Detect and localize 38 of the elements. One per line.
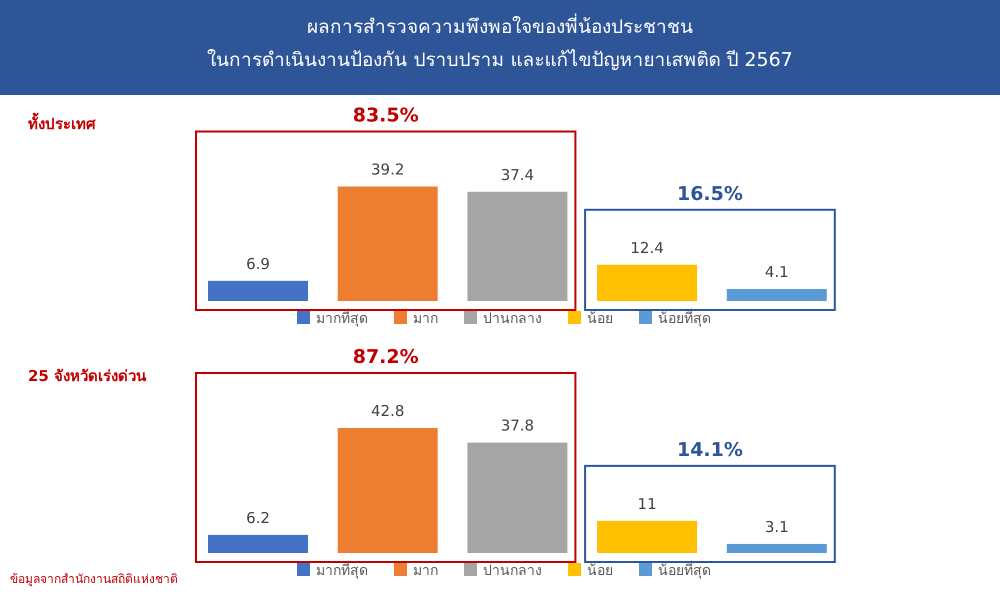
text: ข้อมูลจากสำนักงานสถิติแห่งชาติ bbox=[10, 572, 178, 587]
annotation: 16.5% bbox=[676, 182, 743, 205]
data-label: 11 bbox=[638, 494, 657, 513]
data-label: 39.2 bbox=[370, 160, 404, 179]
bar bbox=[467, 192, 568, 301]
legend-label: ปานกลาง bbox=[483, 311, 542, 327]
text: 83.5% bbox=[352, 104, 419, 127]
data-label: 6.9 bbox=[246, 254, 270, 273]
legend-label: น้อยที่สุด bbox=[658, 561, 711, 579]
chart-subtitle: ทั้งประเทศ bbox=[28, 112, 96, 133]
data-label: 37.4 bbox=[500, 166, 534, 184]
bar bbox=[597, 264, 698, 301]
bar bbox=[597, 520, 698, 553]
data-label: 6.2 bbox=[246, 508, 270, 527]
data-label: 37.8 bbox=[500, 416, 534, 435]
chart-title: ผลการสำรวจความพึงพอใจของพี่น้องประชาชน ในการดำเนินงานป้องกัน ปราบปราม และแก้ไขปัญหายาเสพติด ปี 2567 bbox=[207, 13, 793, 71]
bar bbox=[338, 428, 438, 553]
bar bbox=[338, 186, 438, 301]
legend-label: ปานกลาง bbox=[483, 563, 542, 579]
chart-subtitle: 25 จังหวัดเร่งด่วน bbox=[28, 367, 148, 385]
bar bbox=[726, 289, 827, 301]
data-label: 42.8 bbox=[370, 402, 404, 420]
bar bbox=[208, 280, 308, 301]
data-label: 3.1 bbox=[764, 518, 789, 536]
text: 87.2% bbox=[352, 346, 419, 368]
legend-label: น้อยที่สุด bbox=[658, 309, 711, 327]
legend-label: น้อย bbox=[587, 311, 613, 327]
data-label: 4.1 bbox=[764, 263, 789, 282]
bar bbox=[208, 534, 308, 553]
data-label: 12.4 bbox=[630, 238, 664, 257]
bar bbox=[726, 544, 827, 553]
legend-label: มากที่สุด bbox=[316, 561, 368, 579]
legend-label: มากที่สุด bbox=[316, 309, 368, 327]
legend-label: น้อย bbox=[587, 563, 613, 579]
annotation: 14.1% bbox=[676, 438, 743, 461]
legend-label: มาก bbox=[413, 563, 438, 579]
legend-label: มาก bbox=[413, 311, 438, 327]
bar bbox=[467, 442, 568, 553]
